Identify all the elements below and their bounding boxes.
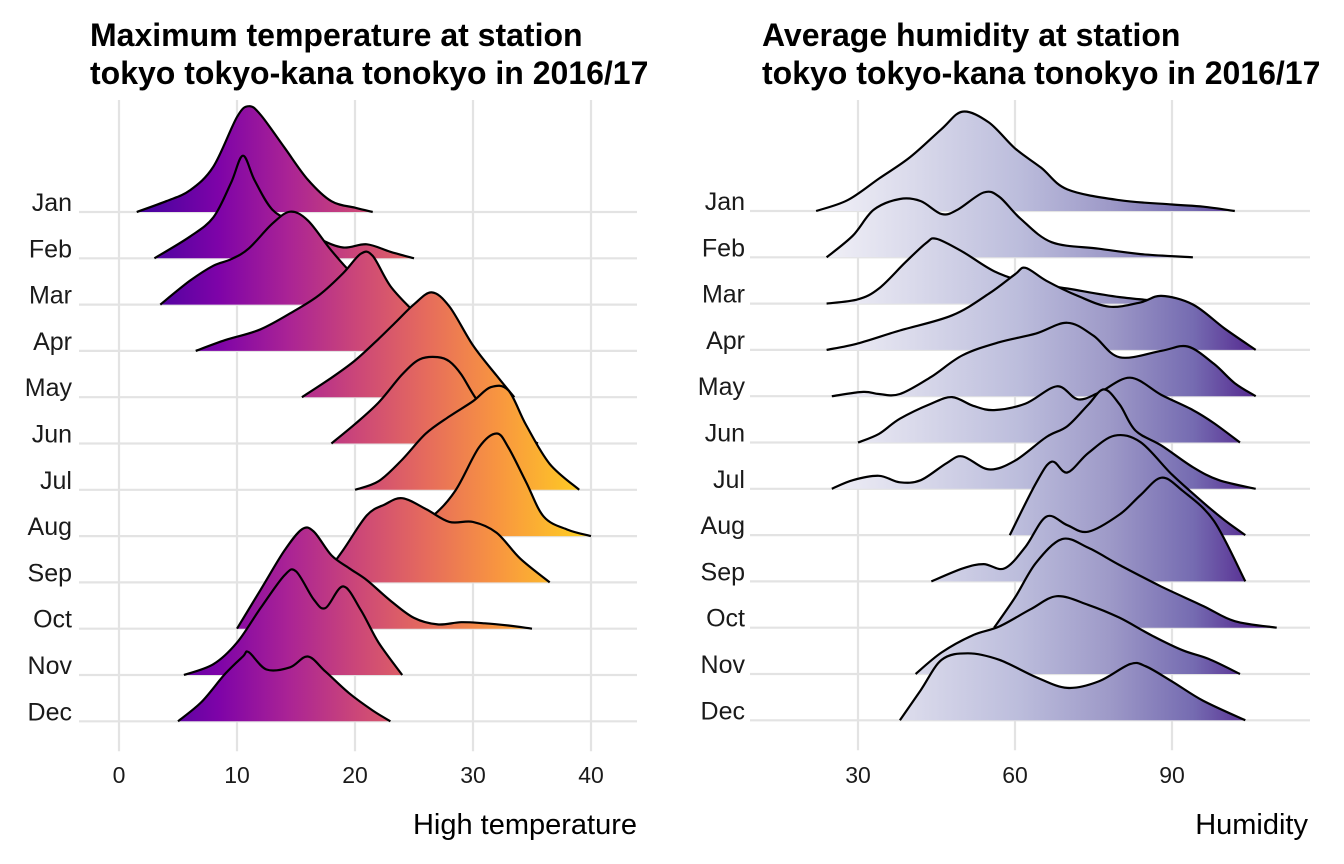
ridge-outline-may [831,321,1257,398]
x-tick-label: 60 [1002,762,1028,788]
y-tick-label-jul: Jul [713,466,745,494]
y-tick-label-mar: Mar [29,282,72,310]
ridge-outline-jul [831,388,1256,490]
x-tick-label: 0 [113,762,126,788]
ridge-fill-sep [319,498,550,583]
x-tick-labels: 0 10 20 30 40 [113,762,604,788]
ridges [136,105,592,723]
ridge-fill-may [301,292,515,398]
ridge-fill-jan [816,111,1235,211]
y-tick-label-oct: Oct [706,605,745,633]
y-tick-label-mar: Mar [702,281,745,309]
ridge-fill-mar [826,238,1188,304]
y-tick-label-sep: Sep [28,559,72,587]
ridge-outline-mar [826,237,1188,305]
y-tick-label-nov: Nov [701,651,746,679]
ridge-fill-jun [858,377,1240,443]
y-tick-labels: Jan Feb Mar Apr May Jun Jul Aug Sep Oct Nov Dec [25,189,73,726]
x-axis-title: High temperature [413,809,637,841]
ridge-fill-nov [915,596,1240,674]
y-tick-label-jul: Jul [40,467,72,495]
ridge-fill-apr [826,267,1256,350]
ridge-outline-jun [857,376,1241,444]
ridge-fill-jan [136,106,373,212]
y-tick-label-dec: Dec [701,697,745,725]
y-tick-label-aug: Aug [28,513,72,541]
x-tick-label: 40 [578,762,604,788]
ridges [815,110,1277,722]
ridge-outline-jul [354,384,580,491]
ridge-fill-aug [378,433,591,537]
y-tick-label-jan: Jan [705,188,745,216]
y-tick-label-oct: Oct [33,606,72,634]
chart-title-line-2: tokyo tokyo-kana tonokyo in 2016/17 [90,55,648,91]
y-tick-label-nov: Nov [28,652,73,680]
y-tick-label-may: May [25,374,73,402]
y-tick-label-apr: Apr [706,327,745,355]
ridge-outline-dec [177,650,391,723]
ridge-fill-may [831,322,1256,397]
ridge-outline-feb [825,190,1193,259]
y-tick-label-dec: Dec [28,698,72,726]
ridge-outline-nov [183,568,404,677]
y-tick-label-jun: Jun [705,420,745,448]
chart-title-line-1: Maximum temperature at station [90,17,583,53]
ridge-outline-oct [236,526,533,630]
y-tick-label-feb: Feb [702,234,745,262]
ridge-outline-sep [930,476,1247,583]
x-axis-title: Humidity [1195,809,1308,841]
ridge-fill-nov [183,569,403,675]
ridge-outline-dec [898,652,1246,722]
x-tick-labels: 30 60 90 [845,762,1185,788]
x-tick-label: 90 [1159,762,1185,788]
y-tick-labels: Jan Feb Mar Apr May Jun Jul Aug Sep Oct Nov Dec [698,188,746,725]
ridge-outline-apr [826,266,1257,351]
ridge-outline-nov [914,595,1241,675]
ridge-fill-jul [355,385,580,490]
ridge-fill-feb [154,155,414,259]
chart-title-line-1: Average humidity at station [762,17,1180,53]
y-tick-label-aug: Aug [701,512,745,540]
ridge-outline-jan [136,105,373,214]
ridge-fill-sep [931,477,1246,582]
chart-title-line-2: tokyo tokyo-kana tonokyo in 2016/17 [762,55,1320,91]
ridge-outline-may [301,291,516,399]
y-tick-label-jan: Jan [32,189,72,217]
ridge-fill-feb [826,191,1193,258]
ridge-outline-feb [153,154,415,260]
x-tick-label: 20 [342,762,368,788]
ridge-fill-dec [899,653,1246,721]
y-tick-label-feb: Feb [29,235,72,263]
y-tick-label-jun: Jun [32,421,72,449]
y-tick-label-sep: Sep [701,558,745,586]
humidity-panel: Average humidity at station tokyo tokyo-… [698,17,1321,841]
ridge-outline-aug [1008,433,1246,536]
temperature-panel: Maximum temperature at station tokyo tok… [25,17,649,841]
x-tick-label: 10 [224,762,250,788]
x-tick-label: 30 [845,762,871,788]
ridge-outline-sep [318,497,551,584]
ridge-outline-oct [993,537,1277,629]
y-tick-label-apr: Apr [33,328,72,356]
ridge-outline-jan [815,110,1235,213]
x-tick-label: 30 [460,762,486,788]
y-tick-label-may: May [698,373,746,401]
